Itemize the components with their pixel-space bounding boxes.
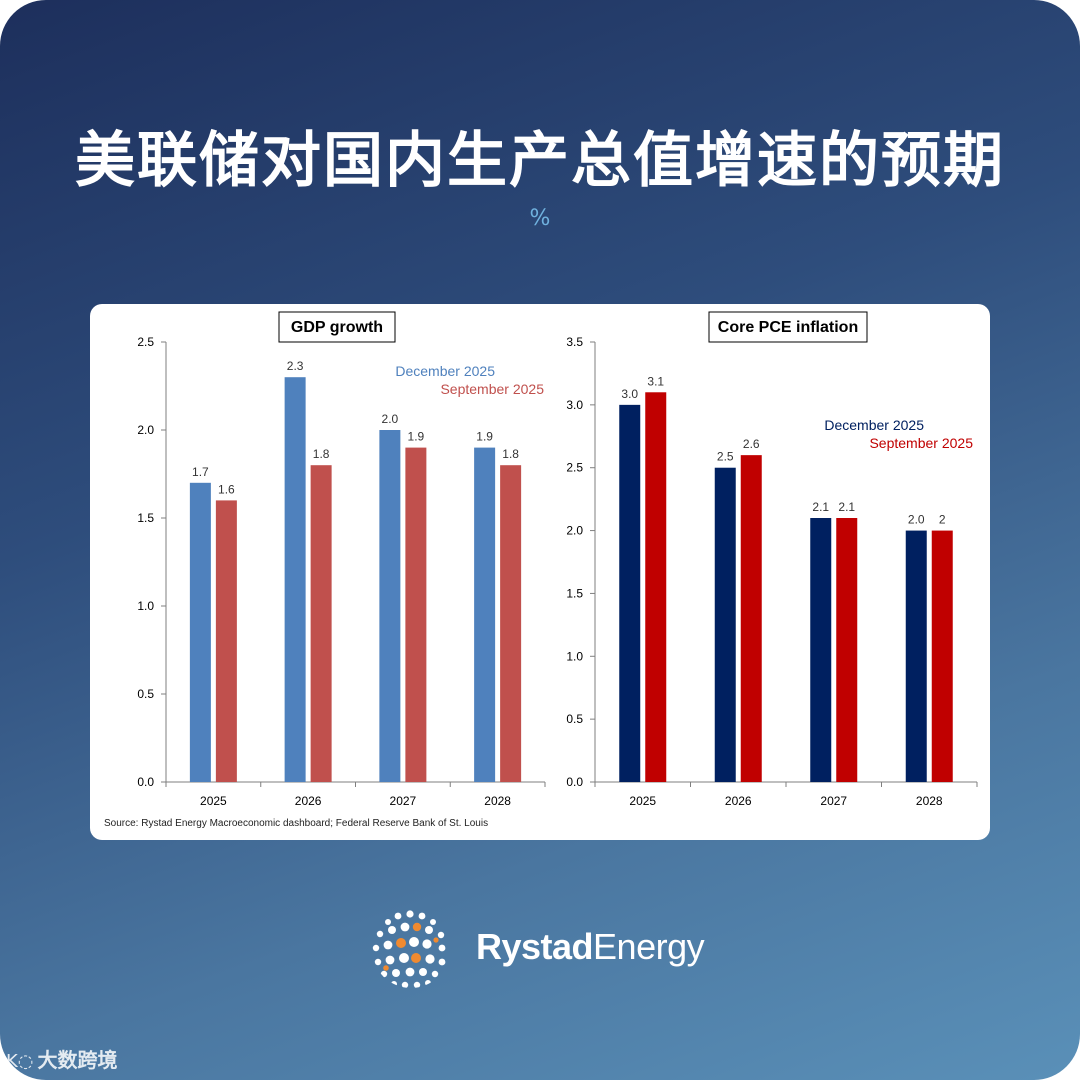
x-tick-label: 2025: [629, 794, 656, 808]
y-tick-label: 3.5: [566, 335, 583, 349]
y-tick-label: 2.0: [566, 524, 583, 538]
watermark: K◌ 大数跨境: [6, 1044, 118, 1078]
x-tick-label: 2025: [200, 794, 227, 808]
y-tick-label: 1.0: [566, 649, 583, 663]
legend-entry: September 2025: [869, 435, 973, 451]
bar: [474, 447, 496, 782]
watermark-logo-icon: K◌: [6, 1051, 34, 1072]
globe-logo-icon: [372, 910, 446, 988]
charts-svg: GDP growth 0.0 0.5 1.0 1.5 2.0 2.5 2025 2026 2027…: [137, 311, 978, 808]
x-tick-label: 2026: [725, 794, 752, 808]
data-label: 3.0: [621, 387, 638, 401]
data-label: 1.8: [502, 447, 519, 461]
data-label: 2.0: [908, 513, 925, 527]
bar: [284, 377, 306, 782]
bar: [740, 455, 762, 782]
brand-name-part1: Rystad: [476, 926, 594, 967]
data-label: 2.1: [838, 500, 855, 514]
bar: [189, 482, 211, 782]
chart-title: Core PCE inflation: [718, 319, 858, 336]
unit-label: %: [529, 206, 551, 231]
legend-entry: December 2025: [824, 417, 924, 433]
data-label: 1.6: [218, 482, 235, 496]
bar: [714, 467, 736, 782]
chart-panel: GDP growth 0.0 0.5 1.0 1.5 2.0 2.5 2025 2026 2027…: [90, 304, 990, 840]
chart-title-box: [708, 311, 868, 343]
bar: [836, 518, 858, 782]
x-tick-label: 2028: [484, 794, 511, 808]
legend-entry: September 2025: [440, 381, 544, 397]
watermark-text: 大数跨境: [37, 1048, 118, 1072]
bar: [905, 530, 927, 782]
legend-entry: December 2025: [395, 363, 495, 379]
data-label: 2.1: [812, 500, 829, 514]
data-label: 2.5: [717, 450, 734, 464]
y-tick-label: 0.5: [137, 687, 154, 701]
bar: [379, 430, 401, 782]
bar: [405, 447, 427, 782]
data-label: 1.7: [192, 465, 209, 479]
y-tick-label: 1.5: [137, 511, 154, 525]
y-tick-label: 1.5: [566, 586, 583, 600]
brand-logo: RystadEnergy: [370, 908, 730, 990]
y-tick-label: 2.5: [566, 461, 583, 475]
brand-name-part2: Energy: [593, 926, 705, 967]
y-tick-label: 0.0: [137, 775, 154, 789]
bar: [500, 465, 522, 782]
data-label: 2.6: [743, 437, 760, 451]
y-tick-label: 3.0: [566, 398, 583, 412]
y-tick-label: 0.5: [566, 712, 583, 726]
y-tick-label: 2.0: [137, 423, 154, 437]
bar: [619, 404, 641, 782]
bar: [310, 465, 332, 782]
data-label: 2.0: [382, 412, 399, 426]
bar: [645, 392, 667, 782]
data-label: 2.3: [287, 359, 304, 373]
y-tick-label: 0.0: [566, 775, 583, 789]
y-tick-label: 2.5: [137, 335, 154, 349]
x-tick-label: 2026: [295, 794, 322, 808]
x-tick-label: 2027: [390, 794, 417, 808]
data-label: 2: [939, 513, 946, 527]
data-label: 1.8: [313, 447, 330, 461]
y-tick-label: 1.0: [137, 599, 154, 613]
x-tick-label: 2027: [820, 794, 847, 808]
page-title: 美联储对国内生产总值增速的预期: [75, 126, 1005, 196]
x-tick-label: 2028: [916, 794, 943, 808]
data-label: 1.9: [408, 430, 425, 444]
data-label: 1.9: [476, 430, 493, 444]
bar: [931, 530, 953, 782]
chart-title: GDP growth: [291, 319, 383, 336]
brand-name: RystadEnergy: [476, 926, 705, 968]
bar: [810, 518, 832, 782]
source-note: Source: Rystad Energy Macroeconomic dash…: [104, 818, 489, 829]
chart-title-box: [278, 311, 396, 343]
bar: [215, 500, 237, 782]
data-label: 3.1: [647, 374, 664, 388]
